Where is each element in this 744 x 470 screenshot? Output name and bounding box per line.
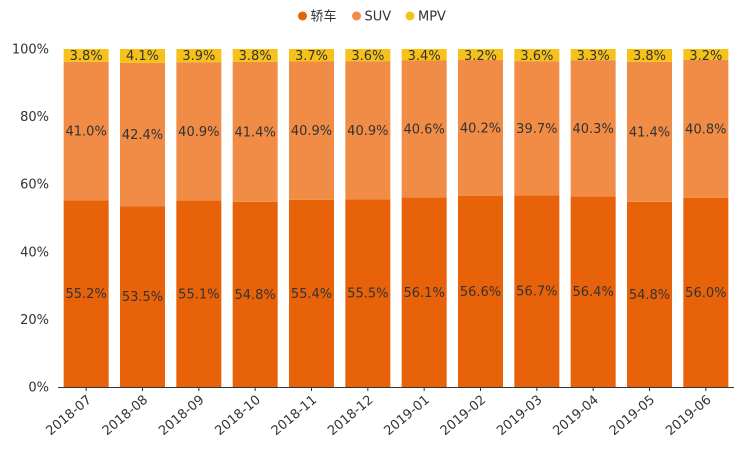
data-label: 40.2%	[460, 121, 501, 136]
x-tick-label: 2018-07	[43, 393, 94, 439]
legend-label-2: MPV	[418, 10, 446, 25]
bar-segment	[683, 59, 729, 198]
bar-segment	[120, 62, 165, 207]
bar-segment	[458, 195, 503, 387]
bar-segment	[401, 60, 447, 198]
bar-segment	[627, 201, 672, 387]
x-tick-label: 2019-05	[607, 393, 658, 439]
bar-segment	[345, 61, 391, 200]
bar-segment	[63, 200, 109, 387]
x-tick-label: 2018-08	[100, 393, 151, 439]
data-label: 56.1%	[404, 286, 445, 301]
bar-segment	[458, 59, 503, 196]
data-label: 56.6%	[460, 285, 501, 300]
bar-segment	[345, 49, 391, 62]
x-tick-label: 2018-11	[269, 393, 320, 439]
data-label: 40.9%	[347, 124, 388, 139]
data-label: 56.7%	[516, 285, 557, 300]
data-label: 53.5%	[122, 290, 163, 305]
data-label: 4.1%	[126, 49, 159, 64]
data-label: 3.6%	[520, 49, 553, 64]
data-label: 54.8%	[235, 288, 276, 303]
bar-segment	[683, 197, 729, 387]
data-label: 55.1%	[178, 287, 219, 302]
data-label: 3.8%	[633, 49, 666, 64]
bar-segment	[63, 61, 109, 201]
data-label: 3.8%	[70, 49, 103, 64]
y-tick-label: 0%	[28, 381, 49, 396]
bar-segment	[289, 199, 334, 387]
bar-segment	[514, 195, 560, 387]
bar-segment	[627, 49, 672, 62]
data-label: 3.3%	[577, 49, 610, 64]
data-label: 3.7%	[295, 49, 328, 64]
bar-segment	[176, 62, 222, 201]
x-tick-label: 2018-09	[156, 393, 207, 439]
y-tick-label: 80%	[20, 110, 49, 125]
data-label: 40.3%	[573, 122, 614, 137]
bar-segment	[176, 49, 222, 63]
data-label: 55.2%	[66, 287, 107, 302]
bar-segment	[63, 49, 109, 62]
x-tick-label: 2019-01	[381, 393, 432, 439]
data-label: 40.9%	[291, 124, 332, 139]
data-label: 41.4%	[629, 125, 670, 140]
y-tick-label: 100%	[12, 43, 49, 58]
y-tick-label: 60%	[20, 178, 49, 193]
data-label: 42.4%	[122, 128, 163, 143]
data-label: 56.0%	[685, 286, 726, 301]
bar-segment	[232, 61, 278, 202]
bar-segment	[289, 61, 334, 200]
x-tick-label: 2019-03	[494, 393, 545, 439]
data-label: 41.0%	[66, 125, 107, 140]
bar-segment	[401, 197, 447, 387]
data-label: 40.6%	[404, 123, 445, 138]
bar-segment	[683, 49, 729, 60]
data-label: 56.4%	[573, 285, 614, 300]
data-label: 3.2%	[689, 49, 722, 64]
data-label: 41.4%	[235, 125, 276, 140]
x-tick-label: 2019-04	[550, 393, 601, 439]
legend-swatch-2	[405, 11, 415, 21]
y-tick-label: 40%	[20, 245, 49, 260]
bar-segment	[401, 49, 447, 61]
bar-segment	[570, 60, 616, 197]
legend-label-1: SUV	[365, 10, 392, 25]
bar-segment	[120, 49, 165, 63]
y-tick-label: 20%	[20, 313, 49, 328]
data-label: 55.4%	[291, 287, 332, 302]
data-label: 3.9%	[182, 49, 215, 64]
data-label: 40.9%	[178, 125, 219, 140]
data-label: 3.4%	[408, 49, 441, 64]
x-tick-label: 2019-02	[438, 393, 489, 439]
x-tick-label: 2018-10	[212, 393, 263, 439]
data-label: 54.8%	[629, 288, 670, 303]
data-label: 39.7%	[516, 122, 557, 137]
bar-segment	[345, 199, 391, 387]
x-tick-label: 2018-12	[325, 393, 376, 439]
data-label: 55.5%	[347, 287, 388, 302]
bar-segment	[627, 61, 672, 202]
bar-segment	[514, 61, 560, 196]
legend-label-0: 轿车	[311, 9, 337, 25]
x-tick-label: 2019-06	[663, 393, 714, 439]
bar-segment	[570, 196, 616, 387]
data-label: 3.2%	[464, 49, 497, 64]
bar-segment	[176, 200, 222, 387]
bar-segment	[232, 201, 278, 387]
bar-segment	[232, 49, 278, 62]
bar-segment	[120, 206, 165, 387]
bar-segment	[514, 49, 560, 62]
data-label: 3.8%	[239, 49, 272, 64]
bar-segment	[570, 49, 616, 61]
bar-segment	[458, 49, 503, 60]
data-label: 3.6%	[351, 49, 384, 64]
bar-segment	[289, 49, 334, 62]
data-label: 40.8%	[685, 122, 726, 137]
legend-swatch-0	[298, 11, 307, 21]
legend-swatch-1	[352, 11, 361, 21]
